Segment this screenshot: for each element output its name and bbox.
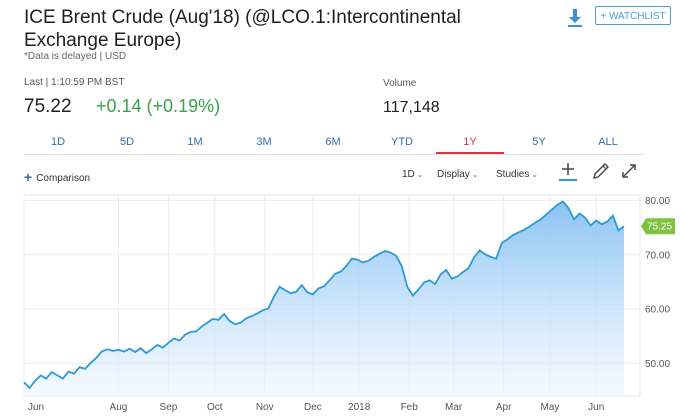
range-tab-6m[interactable]: 6M [325, 136, 341, 148]
x-tick-label: Apr [496, 402, 512, 413]
interval-dropdown[interactable]: 1D ⌄ [402, 169, 424, 180]
range-tab-3m[interactable]: 3M [256, 136, 272, 148]
x-tick-label: Jun [28, 402, 44, 413]
x-tick-label: Feb [401, 402, 419, 413]
x-tick-label: Aug [110, 402, 128, 413]
studies-label: Studies [496, 169, 530, 180]
price-chart[interactable]: Jun Aug Sep Oct Nov Dec 2018 Feb Mar Apr May Jun 80… [0, 185, 680, 416]
x-tick-label: Nov [256, 402, 274, 413]
comparison-button[interactable]: + Comparison [24, 169, 90, 185]
last-value-tag: 75.25 [641, 218, 675, 235]
plus-icon: + [24, 169, 33, 185]
pencil-icon[interactable] [590, 160, 612, 182]
price-area-fill [24, 201, 624, 396]
divider [24, 154, 644, 155]
range-tab-all[interactable]: ALL [598, 136, 618, 148]
range-tab-1y[interactable]: 1Y [436, 134, 504, 154]
volume-label: Volume [383, 78, 417, 89]
data-delayed-note: *Data is delayed | USD [24, 51, 127, 62]
y-tick-label: 80.00 [645, 196, 670, 207]
add-to-watchlist-button[interactable]: + WATCHLIST [595, 6, 671, 25]
last-trade-label: Last | 1:10:59 PM BST [24, 77, 125, 88]
time-range-tabs: 1D 5D 1M 3M 6M YTD 1Y 5Y ALL [24, 134, 644, 154]
display-label: Display [437, 169, 470, 180]
y-tick-label: 50.00 [645, 359, 670, 370]
x-tick-label: Sep [160, 402, 178, 413]
y-tick-label: 60.00 [645, 305, 670, 316]
x-axis-labels: Jun Aug Sep Oct Nov Dec 2018 Feb Mar Apr May Jun [28, 402, 604, 413]
range-tab-1m[interactable]: 1M [187, 136, 203, 148]
crosshair-icon[interactable] [557, 160, 579, 182]
y-tick-label: 70.00 [645, 250, 670, 261]
interval-label: 1D [402, 169, 415, 180]
range-tab-5y[interactable]: 5Y [532, 136, 546, 148]
x-tick-label: Mar [445, 402, 463, 413]
expand-icon[interactable] [618, 160, 640, 182]
x-tick-label: 2018 [348, 402, 371, 413]
x-tick-label: Oct [207, 402, 223, 413]
x-tick-label: Jun [588, 402, 604, 413]
volume-value: 117,148 [383, 99, 440, 116]
display-dropdown[interactable]: Display ⌄ [437, 169, 479, 180]
range-tab-ytd[interactable]: YTD [391, 136, 413, 148]
range-tab-5d[interactable]: 5D [119, 136, 135, 148]
price-line [23, 200, 625, 390]
page-title: ICE Brent Crude (Aug'18) (@LCO.1:Interco… [24, 7, 461, 51]
y-axis-labels: 80.00 70.00 60.00 50.00 [645, 196, 670, 370]
download-icon[interactable] [566, 8, 584, 28]
price-change: +0.14 (+0.19%) [96, 96, 221, 116]
chevron-down-icon: ⌄ [531, 170, 539, 179]
comparison-label: Comparison [36, 173, 91, 184]
chevron-down-icon: ⌄ [471, 170, 479, 179]
range-tab-1d[interactable]: 1D [50, 136, 66, 148]
x-tick-label: May [540, 402, 559, 413]
last-price: 75.22 [24, 96, 72, 117]
chevron-down-icon: ⌄ [416, 170, 424, 179]
x-tick-label: Dec [304, 402, 322, 413]
last-value-label: 75.25 [647, 222, 672, 233]
studies-dropdown[interactable]: Studies ⌄ [496, 169, 538, 180]
